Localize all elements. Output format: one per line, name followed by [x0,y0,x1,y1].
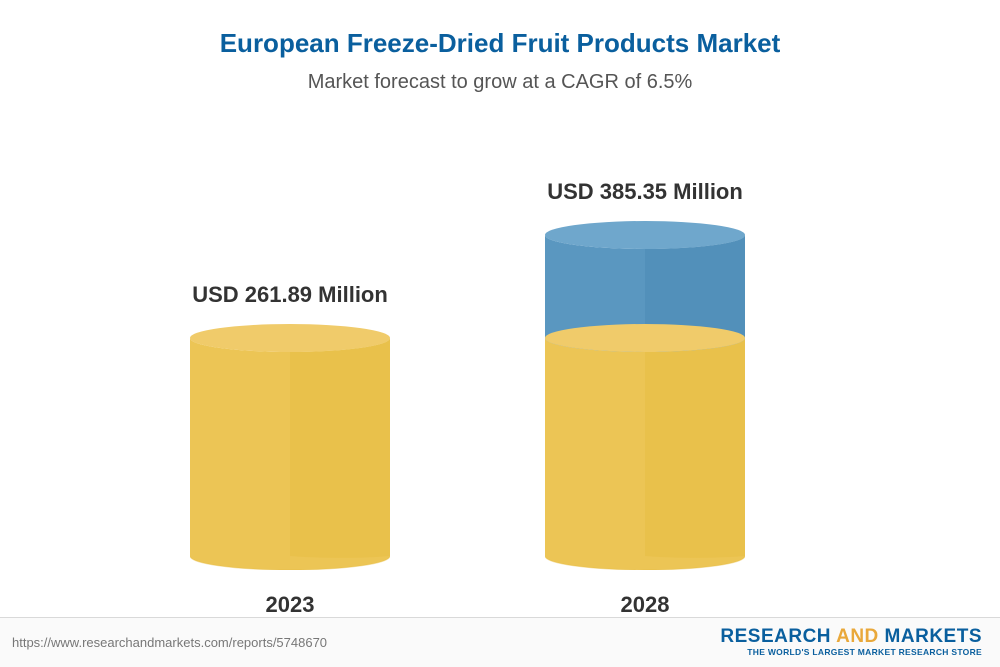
chart-subtitle: Market forecast to grow at a CAGR of 6.5… [0,59,1000,94]
bar-2023-year-label: 2023 [190,592,390,618]
footer: https://www.researchandmarkets.com/repor… [0,617,1000,667]
bar-2028-year-label: 2028 [545,592,745,618]
bar-2028-value-label: USD 385.35 Million [515,179,775,205]
logo-text: RESEARCH AND MARKETS [720,627,982,647]
bar-2023-cylinder [190,324,390,570]
logo-word-research: RESEARCH [720,626,831,647]
chart-plot-area: USD 261.89 Million 2023 USD 385.35 Milli… [0,130,1000,570]
logo-word-and: AND [836,626,879,647]
bar-2028: USD 385.35 Million 2028 [545,221,745,570]
bar-2028-cylinder [545,221,745,570]
chart-title: European Freeze-Dried Fruit Products Mar… [0,0,1000,59]
footer-source-url: https://www.researchandmarkets.com/repor… [12,635,327,650]
logo-word-markets: MARKETS [885,626,982,647]
chart-container: European Freeze-Dried Fruit Products Mar… [0,0,1000,667]
logo-tagline: THE WORLD'S LARGEST MARKET RESEARCH STOR… [720,647,982,657]
bar-2023: USD 261.89 Million 2023 [190,324,390,570]
bar-2023-value-label: USD 261.89 Million [160,282,420,308]
footer-logo: RESEARCH AND MARKETS THE WORLD'S LARGEST… [720,627,982,657]
